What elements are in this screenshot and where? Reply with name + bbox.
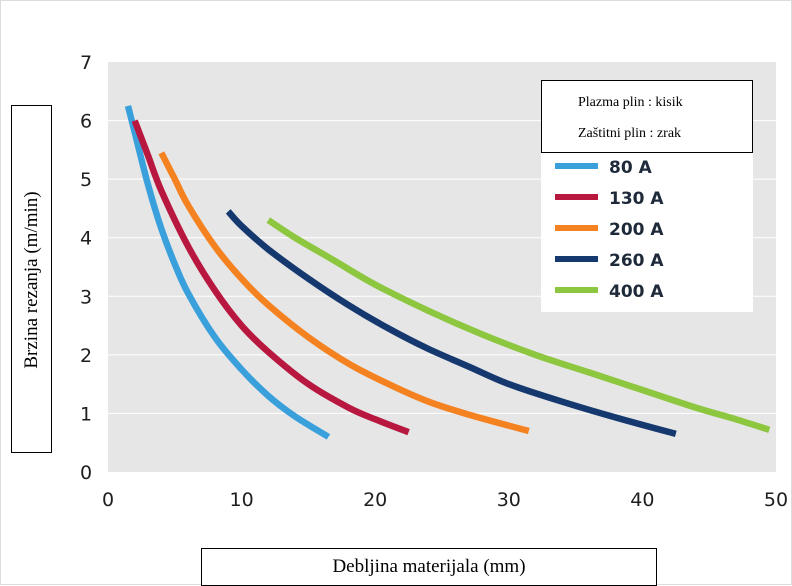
x-axis-label-box: Debljina materijala (mm) bbox=[201, 548, 657, 586]
x-axis-label: Debljina materijala (mm) bbox=[332, 556, 526, 577]
series-line-2 bbox=[158, 151, 530, 435]
x-tick-label: 20 bbox=[363, 489, 387, 511]
legend-panel bbox=[541, 152, 753, 312]
y-axis-label: Brzina rezanja (m/min) bbox=[21, 191, 42, 369]
legend-label-2: 200 A bbox=[609, 220, 664, 240]
legend-entries: 80 A 130 A 200 A 260 A 400 A bbox=[541, 152, 753, 312]
y-tick-label: 1 bbox=[80, 403, 92, 425]
series-lines bbox=[124, 105, 771, 440]
legend-note-plasma-gas: Plazma plin : kisik bbox=[578, 95, 683, 110]
series-line-4 bbox=[266, 217, 771, 433]
legend-label-1: 130 A bbox=[609, 189, 664, 209]
y-tick-label: 2 bbox=[80, 345, 92, 367]
y-tick-label: 7 bbox=[80, 52, 92, 74]
y-tick-label: 0 bbox=[80, 462, 92, 484]
legend-note-shield-gas: Zaštitni plin : zrak bbox=[578, 126, 682, 141]
y-tick-labels: 0 1 2 3 4 5 6 7 bbox=[80, 52, 92, 484]
y-axis-label-box: Brzina rezanja (m/min) bbox=[11, 105, 52, 453]
y-tick-label: 5 bbox=[80, 169, 92, 191]
x-tick-label: 40 bbox=[630, 489, 654, 511]
x-tick-label: 0 bbox=[102, 489, 114, 511]
y-tick-label: 6 bbox=[80, 111, 92, 133]
x-tick-label: 30 bbox=[497, 489, 521, 511]
series-line-1 bbox=[131, 119, 410, 436]
x-tick-labels: 0 10 20 30 40 50 bbox=[102, 489, 788, 511]
x-tick-label: 50 bbox=[764, 489, 788, 511]
series-line-0 bbox=[124, 105, 331, 440]
series-line-3 bbox=[225, 209, 677, 438]
legend-label-4: 400 A bbox=[609, 282, 664, 302]
y-tick-label: 3 bbox=[80, 286, 92, 308]
x-tick-label: 10 bbox=[230, 489, 254, 511]
legend-label-3: 260 A bbox=[609, 251, 664, 271]
legend-label-0: 80 A bbox=[609, 158, 653, 178]
legend-note-box: Plazma plin : kisik Zaštitni plin : zrak bbox=[541, 80, 753, 153]
y-tick-label: 4 bbox=[80, 228, 92, 250]
